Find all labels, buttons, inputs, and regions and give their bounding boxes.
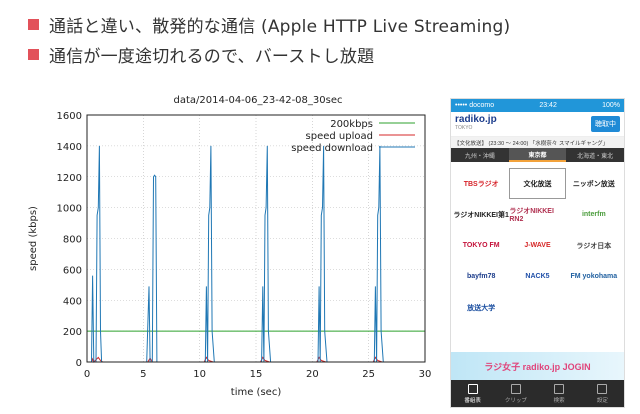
tab-icon xyxy=(510,383,521,394)
y-tick-label: 1000 xyxy=(57,204,82,215)
tab-item[interactable]: 設定 xyxy=(581,380,624,407)
y-axis-label: speed (kbps) xyxy=(28,206,39,271)
y-tick-label: 400 xyxy=(63,296,82,307)
station-logo[interactable]: TOKYO FM xyxy=(462,242,500,249)
bullet-2: 通信が一度途切れるので、バーストし放題 xyxy=(28,42,374,67)
x-tick-label: 30 xyxy=(419,369,432,380)
station-logo[interactable]: 文化放送 xyxy=(509,168,566,199)
region-tab[interactable]: 東京都 xyxy=(508,148,567,162)
radiko-logo: radiko.jp TOKYO xyxy=(455,115,497,133)
x-tick-label: 5 xyxy=(140,369,146,380)
tab-icon xyxy=(597,383,608,394)
chart-frame xyxy=(86,114,426,363)
station-logo[interactable]: FM yokohama xyxy=(570,273,618,280)
status-bar: ••••• docomo 23:42 100% xyxy=(451,99,624,112)
station-logo[interactable]: ラジオNIKKEI第1 xyxy=(453,211,509,219)
bullet-square-icon xyxy=(28,49,39,60)
battery: 100% xyxy=(602,102,620,109)
chart-grid xyxy=(86,114,426,363)
station-logo[interactable]: ニッポン放送 xyxy=(572,180,615,188)
station-logo[interactable]: J-WAVE xyxy=(524,242,551,249)
tab-bar: 番組表 クリップ 検索 設定 xyxy=(451,380,624,407)
x-tick-label: 20 xyxy=(306,369,319,380)
x-axis-label: time (sec) xyxy=(231,387,282,398)
tab-item[interactable]: クリップ xyxy=(494,380,537,407)
tab-label: 番組表 xyxy=(464,397,481,404)
chart-ticks: 0 200 400 600 800 1000 1200 1400 1600 0 5 10 15 20 25 3… xyxy=(57,111,432,380)
y-tick-label: 1600 xyxy=(57,111,82,122)
tab-icon xyxy=(467,383,478,394)
x-tick-label: 10 xyxy=(193,369,206,380)
chart-title: data/2014-04-06_23-42-08_30sec xyxy=(174,95,343,106)
tab-label: 検索 xyxy=(553,397,565,404)
x-tick-label: 0 xyxy=(84,369,90,380)
now-playing: 【文化放送】 (23:30 〜 24:00) 「水樹奈々 スマイルギャング」 xyxy=(451,137,624,148)
y-tick-label: 1200 xyxy=(57,173,82,184)
y-tick-label: 600 xyxy=(63,265,82,276)
legend-label: speed upload xyxy=(306,131,373,142)
logo-area: TOKYO xyxy=(455,125,473,131)
y-tick-label: 200 xyxy=(63,327,82,338)
logo-text: radiko.jp xyxy=(455,114,497,125)
station-logo[interactable]: ラジオ日本 xyxy=(576,242,612,250)
promo-banner[interactable]: ラジ女子 radiko.jp JOGIN xyxy=(451,352,624,380)
station-logo[interactable]: interfm xyxy=(581,211,606,218)
bullet-2-text: 通信が一度途切れるので、バーストし放題 xyxy=(49,47,375,67)
tab-label: 設定 xyxy=(596,397,608,404)
tab-icon xyxy=(554,383,565,394)
region-tab[interactable]: 北海道・東北 xyxy=(577,153,614,160)
y-tick-label: 800 xyxy=(63,235,82,246)
bullet-square-icon xyxy=(28,19,39,30)
legend-label: 200kbps xyxy=(330,119,373,130)
station-logo[interactable]: TBSラジオ xyxy=(463,180,499,188)
station-logo[interactable]: 放送大学 xyxy=(467,304,496,312)
x-tick-label: 25 xyxy=(362,369,375,380)
tab-label: クリップ xyxy=(504,397,527,404)
carrier: ••••• docomo xyxy=(455,102,495,109)
bullet-1-text: 通話と違い、散発的な通信 (Apple HTTP Live Streaming) xyxy=(49,17,511,37)
app-header: radiko.jp TOKYO 聴取中 xyxy=(451,112,624,137)
clock: 23:42 xyxy=(539,102,557,109)
tab-item[interactable]: 検索 xyxy=(538,380,581,407)
speed-chart: data/2014-04-06_23-42-08_30sec 020040060… xyxy=(28,95,432,398)
x-tick-label: 15 xyxy=(250,369,263,380)
station-logo[interactable]: bayfm78 xyxy=(466,273,496,280)
station-logo[interactable]: NACK5 xyxy=(525,273,550,280)
legend-label: speed download xyxy=(291,143,373,154)
station-grid: TBSラジオ 文化放送 ニッポン放送ラジオNIKKEI第1 ラジオNIKKEI RN2… xyxy=(451,162,624,323)
region-tabs: 九州・沖縄 東京都 北海道・東北 xyxy=(451,148,624,162)
phone-screenshot: ••••• docomo 23:42 100% radiko.jp TOKYO … xyxy=(450,98,625,408)
region-tab[interactable]: 九州・沖縄 xyxy=(464,153,495,160)
bullet-1: 通話と違い、散発的な通信 (Apple HTTP Live Streaming) xyxy=(28,12,510,37)
y-tick-label: 1400 xyxy=(57,142,82,153)
y-tick-label: 0 xyxy=(76,358,82,369)
listen-button[interactable]: 聴取中 xyxy=(591,116,620,132)
station-logo[interactable]: ラジオNIKKEI RN2 xyxy=(509,208,554,223)
tab-item[interactable]: 番組表 xyxy=(451,380,494,407)
